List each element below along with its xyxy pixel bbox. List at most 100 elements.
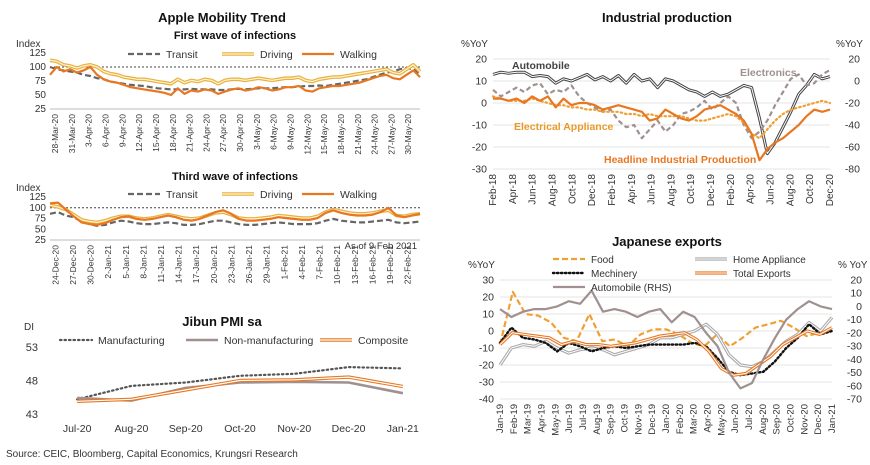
exports-xtick: Oct-19: [620, 404, 631, 433]
exports-xtick: Jan-21: [827, 404, 838, 433]
exports-xtick: May-19: [550, 404, 561, 436]
exports-ytick-right: -30: [847, 341, 862, 353]
pmi-title: Jibun PMI sa: [182, 314, 262, 329]
pmi-series-manufacturing: [75, 366, 404, 401]
pmi-series-composite-inner: [77, 376, 404, 402]
exports-xtick: Feb-19: [509, 404, 520, 434]
exports-xtick: Apr-19: [537, 404, 548, 433]
first_wave-title: First wave of infections: [174, 30, 296, 42]
pmi-xtick: Sep-20: [169, 423, 203, 435]
exports-xtick: Jun-20: [730, 404, 741, 433]
third_wave-xtick: 1-Feb-21: [279, 245, 289, 280]
exports-xtick: Aug-20: [758, 404, 769, 435]
industrial-series-label: Automobile: [512, 60, 570, 72]
exports-xtick: Sep-19: [606, 404, 617, 435]
pmi-legend-label: Composite: [358, 335, 408, 347]
pmi-xtick: Jul-20: [63, 423, 92, 435]
exports-ytick-right: -40: [847, 354, 862, 366]
first_wave-xtick: 24-Apr-20: [201, 114, 211, 152]
third_wave-xtick: 11-Jan-21: [156, 245, 166, 283]
exports-xtick: Oct-20: [786, 404, 797, 433]
exports-xtick: Mar-19: [523, 404, 534, 434]
industrial-title: Industrial production: [602, 10, 732, 25]
first_wave-ytick: 25: [35, 104, 47, 115]
exports-xtick: Dec-19: [647, 404, 658, 435]
exports-xtick: Jul-19: [578, 404, 589, 430]
first_wave-legend-label: Transit: [166, 49, 198, 61]
exports-title: Japanese exports: [612, 234, 722, 249]
third_wave-xtick: 29-Jan-21: [262, 245, 272, 284]
first_wave-series-driving-inner: [49, 59, 421, 85]
third_wave-xtick: 10-Feb-21: [332, 245, 342, 284]
third_wave-title: Third wave of infections: [172, 171, 298, 183]
first_wave-xtick: 18-May-20: [336, 114, 346, 155]
first_wave-ytick: 100: [29, 62, 46, 73]
exports-legend-label: Home Appliance: [733, 255, 806, 266]
first_wave-xtick: 18-Apr-20: [168, 114, 178, 152]
first_wave-xtick: 31-Mar-20: [67, 114, 77, 153]
exports-ytick-right: 0: [856, 301, 862, 313]
first_wave-xtick: 9-May-20: [286, 114, 296, 150]
first_wave-xtick: 6-May-20: [269, 114, 279, 150]
exports-xtick: Apr-20: [703, 404, 714, 433]
exports-legend-label: Total Exports: [733, 269, 791, 280]
industrial-ytick-right: 0: [854, 76, 860, 88]
third_wave-legend-label: Walking: [340, 189, 377, 201]
industrial-xtick: Oct-18: [567, 174, 578, 204]
third_wave-xtick: 5-Jan-21: [121, 245, 131, 279]
industrial-xtick: Jun-20: [766, 174, 777, 205]
industrial-ylabel-left: %YoY: [461, 39, 488, 50]
pmi-legend-label: Non-manufacturing: [224, 335, 313, 347]
exports-xtick: Jan-19: [495, 404, 506, 433]
industrial-xtick: Oct-20: [805, 174, 816, 204]
third_wave-xtick: 4-Feb-21: [297, 245, 307, 280]
pmi-ytick: 43: [26, 409, 38, 421]
exports-xtick: Jul-20: [744, 404, 755, 430]
pmi-ylabel: DI: [24, 322, 34, 333]
exports-series-food: [498, 290, 833, 348]
exports-ytick-right: 10: [850, 288, 862, 300]
first_wave-xtick: 24-May-20: [370, 114, 380, 155]
industrial-xtick: Feb-19: [607, 174, 618, 206]
first_wave-xtick: 21-May-20: [353, 114, 363, 155]
third_wave-ytick: 100: [29, 203, 46, 214]
exports-legend-label: Food: [591, 255, 614, 266]
exports-ytick-left: 0: [488, 326, 494, 338]
industrial-ytick-right: -80: [845, 164, 860, 176]
industrial-ytick-left: 10: [475, 76, 487, 88]
third_wave-xtick: 14-Jan-21: [174, 245, 184, 284]
exports-ytick-left: -20: [479, 360, 494, 372]
industrial-ytick-left: 0: [481, 98, 487, 110]
pmi-ytick: 48: [26, 376, 38, 388]
industrial-xtick: Jun-19: [647, 174, 658, 205]
industrial-xtick: Dec-20: [825, 174, 836, 207]
third_wave-xtick: 13-Feb-21: [350, 245, 360, 284]
industrial-xtick: Apr-20: [746, 174, 757, 204]
first_wave-xtick: 27-Apr-20: [218, 114, 228, 152]
industrial-xtick: Apr-18: [508, 174, 519, 204]
third_wave-xtick: 2-Jan-21: [103, 245, 113, 279]
third_wave-ytick: 50: [35, 224, 47, 235]
third_wave-xtick: 8-Jan-21: [138, 245, 148, 279]
first_wave-legend-label: Driving: [260, 49, 293, 61]
first_wave-xtick: 28-Mar-20: [50, 114, 60, 153]
pmi-xtick: Dec-20: [332, 423, 366, 435]
third_wave-xtick: 24-Dec-20: [50, 245, 60, 285]
source-note: Source: CEIC, Bloomberg, Capital Economi…: [6, 449, 298, 460]
third_wave-ytick: 25: [35, 235, 47, 246]
exports-xtick: Nov-20: [799, 404, 810, 435]
exports-ytick-right: -70: [847, 394, 862, 406]
exports-xtick: Aug-19: [592, 404, 603, 435]
pmi-series-non-manufacturing: [77, 380, 404, 402]
exports-ytick-right: -20: [847, 327, 862, 339]
exports-xtick: Sep-20: [772, 404, 783, 435]
exports-ytick-right: 20: [850, 275, 862, 287]
exports-ylabel-right: % YoY: [838, 260, 868, 271]
first_wave-xtick: 12-Apr-20: [134, 114, 144, 152]
industrial-xtick: Dec-19: [706, 174, 717, 207]
third_wave-xtick: 20-Jan-21: [209, 245, 219, 284]
industrial-xtick: Apr-19: [627, 174, 638, 204]
industrial-ytick-right: -20: [845, 98, 860, 110]
exports-ytick-right: -10: [847, 314, 862, 326]
